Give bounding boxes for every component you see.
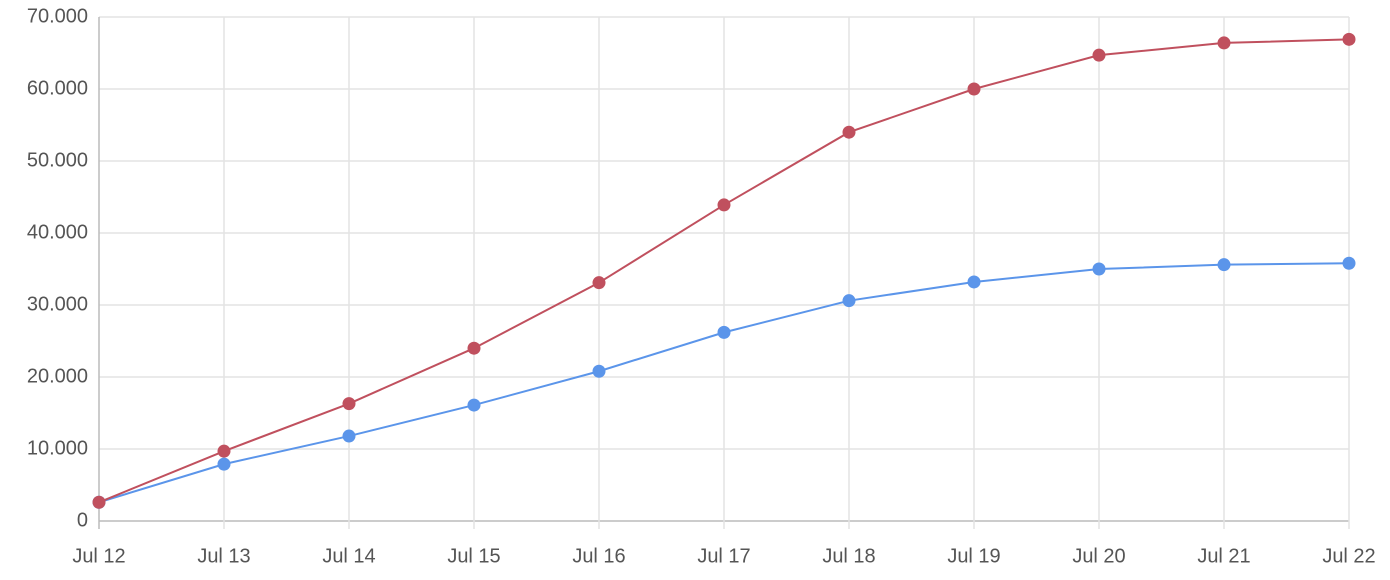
- x-tick-label: Jul 18: [822, 545, 875, 567]
- data-point: [467, 398, 481, 412]
- data-point: [217, 457, 231, 471]
- x-tick-label: Jul 15: [447, 545, 500, 567]
- data-point: [717, 325, 731, 339]
- y-tick-label: 60.000: [27, 77, 88, 99]
- x-tick-label: Jul 16: [572, 545, 625, 567]
- data-point: [467, 341, 481, 355]
- x-tick-label: Jul 21: [1197, 545, 1250, 567]
- data-point: [842, 125, 856, 139]
- data-point: [1092, 262, 1106, 276]
- data-point: [592, 276, 606, 290]
- data-point: [217, 444, 231, 458]
- data-point: [92, 495, 106, 509]
- data-point: [1217, 258, 1231, 272]
- y-tick-label: 40.000: [27, 221, 88, 243]
- y-tick-label: 70.000: [27, 5, 88, 27]
- data-point: [342, 397, 356, 411]
- data-point: [1342, 256, 1356, 270]
- x-tick-label: Jul 12: [72, 545, 125, 567]
- x-tick-label: Jul 20: [1072, 545, 1125, 567]
- y-tick-label: 50.000: [27, 149, 88, 171]
- data-point: [1217, 36, 1231, 50]
- data-point: [1342, 32, 1356, 46]
- y-tick-label: 0: [77, 509, 88, 531]
- data-point: [717, 198, 731, 212]
- y-tick-label: 30.000: [27, 293, 88, 315]
- y-tick-label: 20.000: [27, 365, 88, 387]
- data-point: [842, 294, 856, 308]
- x-tick-label: Jul 19: [947, 545, 1000, 567]
- data-point: [967, 82, 981, 96]
- x-tick-label: Jul 22: [1322, 545, 1375, 567]
- x-tick-label: Jul 14: [322, 545, 375, 567]
- data-point: [967, 275, 981, 289]
- y-tick-label: 10.000: [27, 437, 88, 459]
- x-tick-label: Jul 17: [697, 545, 750, 567]
- data-point: [1092, 48, 1106, 62]
- data-point: [592, 364, 606, 378]
- data-point: [342, 429, 356, 443]
- x-tick-label: Jul 13: [197, 545, 250, 567]
